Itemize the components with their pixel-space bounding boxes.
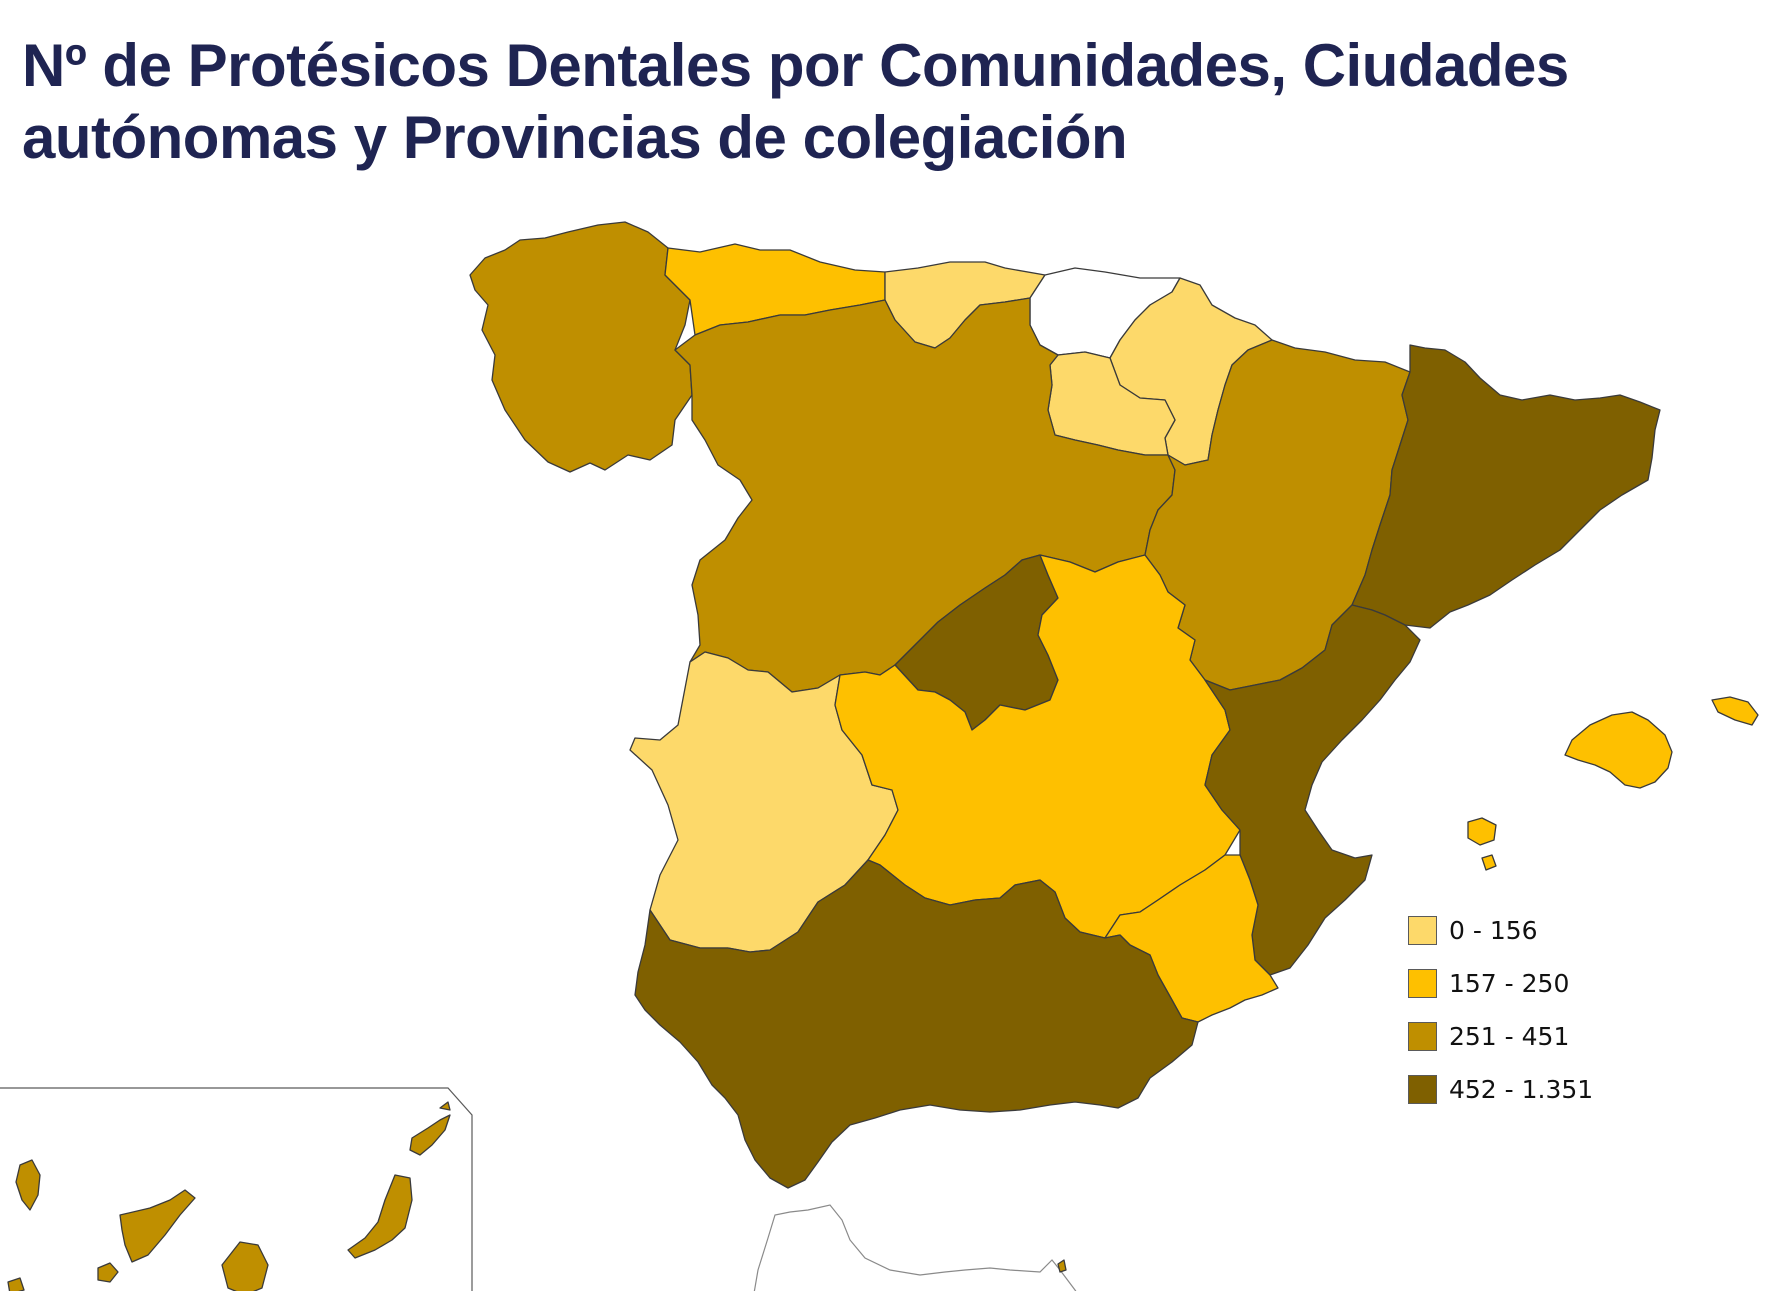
- legend: 0 - 156 157 - 250 251 - 451 452 - 1.351: [1408, 915, 1593, 1127]
- region-baleares-mallorca[interactable]: [1564, 711, 1673, 789]
- legend-item: 452 - 1.351: [1408, 1074, 1593, 1104]
- legend-item: 0 - 156: [1408, 915, 1593, 945]
- region-cataluna[interactable]: [1351, 344, 1661, 629]
- region-melilla[interactable]: [1057, 1259, 1067, 1273]
- region-canarias-la-gomera[interactable]: [97, 1262, 119, 1283]
- region-baleares-ibiza[interactable]: [1467, 817, 1497, 846]
- region-andalucia[interactable]: [634, 859, 1199, 1189]
- legend-label: 157 - 250: [1449, 968, 1570, 998]
- region-baleares-formentera[interactable]: [1481, 854, 1497, 871]
- region-baleares-menorca[interactable]: [1711, 696, 1759, 726]
- region-canarias-el-hierro[interactable]: [7, 1277, 25, 1291]
- legend-label: 0 - 156: [1449, 915, 1538, 945]
- legend-swatch: [1408, 1074, 1437, 1104]
- region-canarias-fuerteventura[interactable]: [347, 1174, 413, 1259]
- legend-label: 251 - 451: [1449, 1021, 1570, 1051]
- region-canarias-tenerife[interactable]: [119, 1189, 196, 1263]
- region-canarias-gran-canaria[interactable]: [221, 1241, 269, 1291]
- region-canarias-la-palma[interactable]: [15, 1159, 41, 1211]
- legend-item: 251 - 451: [1408, 1021, 1593, 1051]
- legend-swatch: [1408, 968, 1437, 998]
- region-canarias-la-graciosa[interactable]: [439, 1101, 451, 1111]
- map-title-line-1: Nº de Protésicos Dentales por Comunidade…: [22, 32, 1569, 99]
- canarias-inset-frame: [0, 1087, 473, 1291]
- map-title-line-2: autónomas y Provincias de colegiación: [22, 104, 1128, 171]
- region-comunidad-valenciana[interactable]: [1204, 604, 1421, 976]
- legend-swatch: [1408, 915, 1437, 945]
- legend-item: 157 - 250: [1408, 968, 1593, 998]
- map-title: Nº de Protésicos Dentales por Comunidade…: [22, 30, 1742, 174]
- region-canarias-lanzarote[interactable]: [409, 1114, 451, 1156]
- legend-label: 452 - 1.351: [1449, 1074, 1594, 1104]
- legend-swatch: [1408, 1021, 1437, 1051]
- region-galicia[interactable]: [469, 221, 693, 473]
- ceuta-inset-outline: [753, 1204, 1077, 1291]
